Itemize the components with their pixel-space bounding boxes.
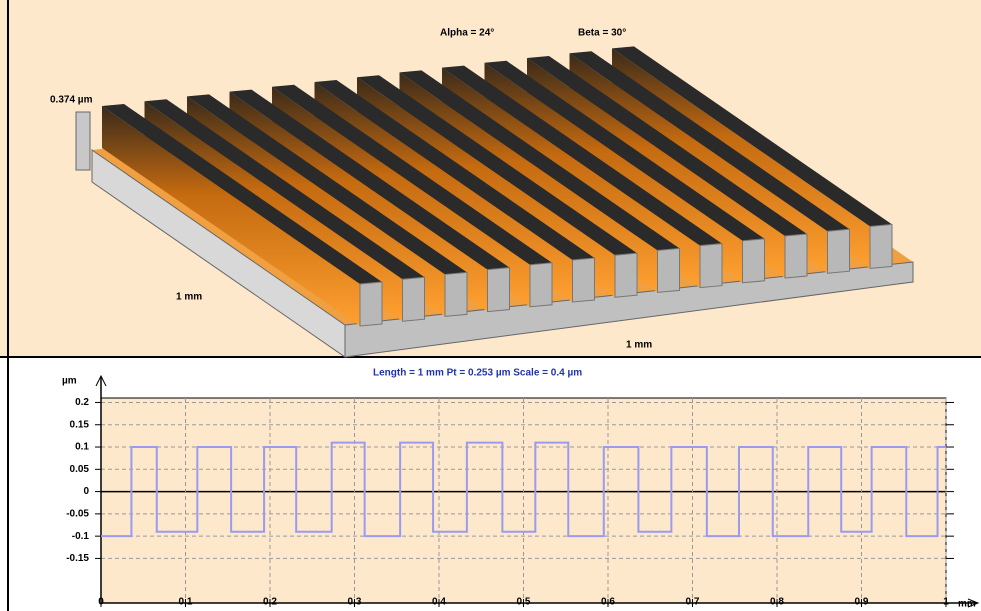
width-label: 1 mm — [626, 340, 652, 351]
ridge-front — [700, 244, 722, 288]
x-tick-label: 0.6 — [601, 597, 615, 608]
plot: 0.20.150.10.050-0.05-0.1-0.1500.10.20.30… — [66, 376, 978, 608]
x-tick-label: 0.8 — [770, 597, 784, 608]
y-tick-label: 0.05 — [70, 464, 90, 475]
y-tick-label: 0.15 — [70, 419, 90, 430]
ridge-front — [360, 282, 382, 326]
height-bar — [76, 112, 90, 170]
ridge-front — [445, 272, 467, 316]
x-tick-label: 1 — [943, 597, 949, 608]
y-tick-label: -0.05 — [66, 509, 89, 520]
x-tick-label: 0.1 — [179, 597, 193, 608]
alpha-label: Alpha = 24° — [440, 28, 494, 39]
ridge-front — [743, 239, 765, 283]
y-unit: µm — [62, 376, 77, 387]
y-tick-label: -0.15 — [66, 553, 89, 564]
ridge-front — [828, 229, 850, 273]
ridge-front — [530, 263, 552, 307]
beta-label: Beta = 30° — [578, 28, 626, 39]
ridge-front — [870, 224, 892, 268]
x-tick-label: 0.7 — [686, 597, 700, 608]
ridge-front — [573, 258, 595, 302]
ridge-front — [785, 234, 807, 278]
ridge-front — [615, 253, 637, 297]
x-tick-label: 0.4 — [432, 597, 446, 608]
x-tick-label: 0.2 — [263, 597, 277, 608]
y-tick-label: 0 — [83, 486, 89, 497]
chart-title: Length = 1 mm Pt = 0.253 µm Scale = 0.4 … — [373, 368, 582, 379]
x-tick-label: 0.9 — [855, 597, 869, 608]
ridge-front — [403, 277, 425, 321]
depth-label: 1 mm — [176, 292, 202, 303]
x-tick-label: 0.5 — [517, 597, 531, 608]
x-tick-label: 0.3 — [348, 597, 362, 608]
ridge-front — [658, 248, 680, 292]
y-tick-label: 0.1 — [75, 442, 89, 453]
x-unit: mm — [958, 599, 976, 610]
height-label: 0.374 µm — [50, 95, 93, 106]
y-tick-label: -0.1 — [72, 531, 90, 542]
screen: Alpha = 24° Beta = 30° 0.374 µm 1 mm 1 m… — [0, 0, 981, 611]
ridge-front — [488, 268, 510, 312]
y-tick-label: 0.2 — [75, 397, 89, 408]
